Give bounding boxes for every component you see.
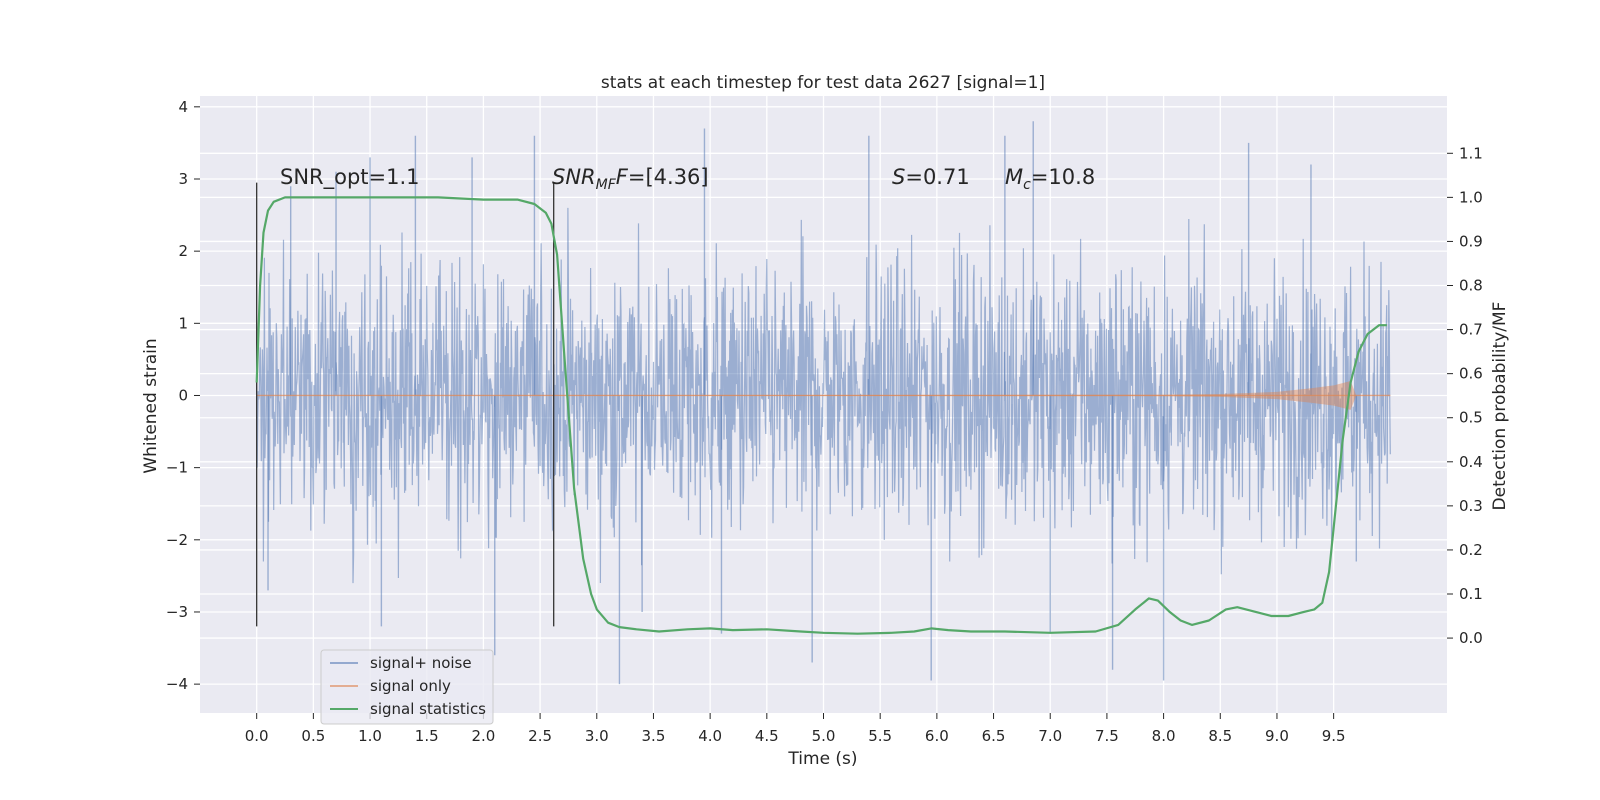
x-tick-label: 0.0 bbox=[245, 727, 269, 745]
y2-tick-label: 0.9 bbox=[1459, 232, 1483, 250]
y-tick-label: −3 bbox=[166, 603, 188, 621]
y-axis-label: Whitened strain bbox=[141, 338, 161, 473]
marker-lines bbox=[256, 182, 555, 627]
annotation-s: S=0.71 bbox=[892, 165, 970, 189]
signal-only-envelope bbox=[256, 381, 1391, 410]
y-tick-label: 0 bbox=[178, 386, 188, 404]
annotation-snr-mf: SNRMFF=[4.36] bbox=[552, 165, 709, 193]
y2-tick-label: 0.0 bbox=[1459, 629, 1483, 647]
legend: signal+ noise signal only signal statist… bbox=[320, 649, 494, 725]
annotation-snr-mf-label: SNR bbox=[552, 165, 596, 189]
y-tick-label: 2 bbox=[178, 242, 188, 260]
y-tick-label: 4 bbox=[178, 98, 188, 116]
y-tick-labels: 4 3 2 1 0 −1 −2 −3 −4 bbox=[166, 98, 200, 693]
x-tick-label: 6.0 bbox=[925, 727, 949, 745]
y2-tick-labels: 1.1 1.0 0.9 0.8 0.7 0.6 0.5 0.4 0.3 0.2 0.1 0.0 bbox=[1447, 144, 1483, 647]
x-tick-label: 9.0 bbox=[1265, 727, 1289, 745]
y-tick-label: 3 bbox=[178, 170, 188, 188]
x-tick-label: 5.5 bbox=[868, 727, 892, 745]
annotation-s-value: =0.71 bbox=[905, 165, 969, 189]
x-tick-label: 1.0 bbox=[358, 727, 382, 745]
y2-tick-label: 0.1 bbox=[1459, 585, 1483, 603]
y2-tick-label: 0.8 bbox=[1459, 277, 1483, 295]
y2-tick-label: 0.5 bbox=[1459, 409, 1483, 427]
legend-box bbox=[320, 649, 494, 725]
annotation-snr-mf-value: =[4.36] bbox=[628, 165, 709, 189]
x-tick-label: 3.5 bbox=[642, 727, 666, 745]
x-tick-label: 2.0 bbox=[471, 727, 495, 745]
x-tick-label: 3.0 bbox=[585, 727, 609, 745]
x-tick-label: 8.0 bbox=[1152, 727, 1176, 745]
x-tick-label: 9.5 bbox=[1322, 727, 1346, 745]
x-tick-label: 7.5 bbox=[1095, 727, 1119, 745]
annotation-mc: Mc=10.8 bbox=[1005, 165, 1095, 193]
annotation-mc-value: =10.8 bbox=[1031, 165, 1095, 189]
y2-tick-label: 0.7 bbox=[1459, 321, 1483, 339]
x-tick-labels: 0.0 0.5 1.0 1.5 2.0 2.5 3.0 3.5 4.0 4.5 5.0 5.5 6.0 6… bbox=[245, 713, 1346, 745]
series-signal-only bbox=[256, 381, 1391, 410]
annotation-s-label: S bbox=[892, 165, 905, 189]
y2-tick-label: 0.6 bbox=[1459, 365, 1483, 383]
x-tick-label: 5.0 bbox=[812, 727, 836, 745]
y2-axis-label: Detection probability/MF bbox=[1490, 302, 1510, 511]
legend-label-signal-only: signal only bbox=[370, 677, 451, 695]
annotations: SNR_opt=1.1 SNRMFF=[4.36] S=0.71 Mc=10.8 bbox=[280, 165, 1095, 193]
y2-tick-label: 1.0 bbox=[1459, 188, 1483, 206]
x-tick-label: 2.5 bbox=[528, 727, 552, 745]
y2-tick-label: 0.2 bbox=[1459, 541, 1483, 559]
x-tick-label: 7.0 bbox=[1038, 727, 1062, 745]
annotation-snr-opt: SNR_opt=1.1 bbox=[280, 165, 420, 190]
y-tick-label: 1 bbox=[178, 314, 188, 332]
annotation-mc-label: M bbox=[1005, 165, 1023, 189]
x-tick-label: 8.5 bbox=[1208, 727, 1232, 745]
annotation-snr-mf-sub: MF bbox=[596, 177, 617, 193]
y-tick-label: −2 bbox=[166, 531, 188, 549]
series-line-signal-statistics bbox=[255, 196, 1387, 635]
y2-tick-label: 1.1 bbox=[1459, 144, 1483, 162]
x-tick-label: 6.5 bbox=[982, 727, 1006, 745]
x-tick-label: 1.5 bbox=[415, 727, 439, 745]
x-tick-label: 0.5 bbox=[301, 727, 325, 745]
legend-label-signal-noise: signal+ noise bbox=[370, 654, 472, 672]
series-line-signal-noise bbox=[256, 207, 1391, 584]
y-tick-label: −1 bbox=[166, 459, 188, 477]
legend-label-signal-statistics: signal statistics bbox=[370, 700, 486, 718]
annotation-mc-sub: c bbox=[1023, 177, 1031, 193]
series-signal-statistics bbox=[255, 196, 1387, 635]
y2-tick-label: 0.3 bbox=[1459, 497, 1483, 515]
x-axis-label: Time (s) bbox=[787, 749, 857, 769]
x-tick-label: 4.0 bbox=[698, 727, 722, 745]
y-tick-label: −4 bbox=[166, 675, 188, 693]
y2-tick-label: 0.4 bbox=[1459, 453, 1483, 471]
chart-title: stats at each timestep for test data 262… bbox=[601, 73, 1045, 93]
x-tick-label: 4.5 bbox=[755, 727, 779, 745]
series-signal-noise bbox=[256, 121, 1391, 685]
